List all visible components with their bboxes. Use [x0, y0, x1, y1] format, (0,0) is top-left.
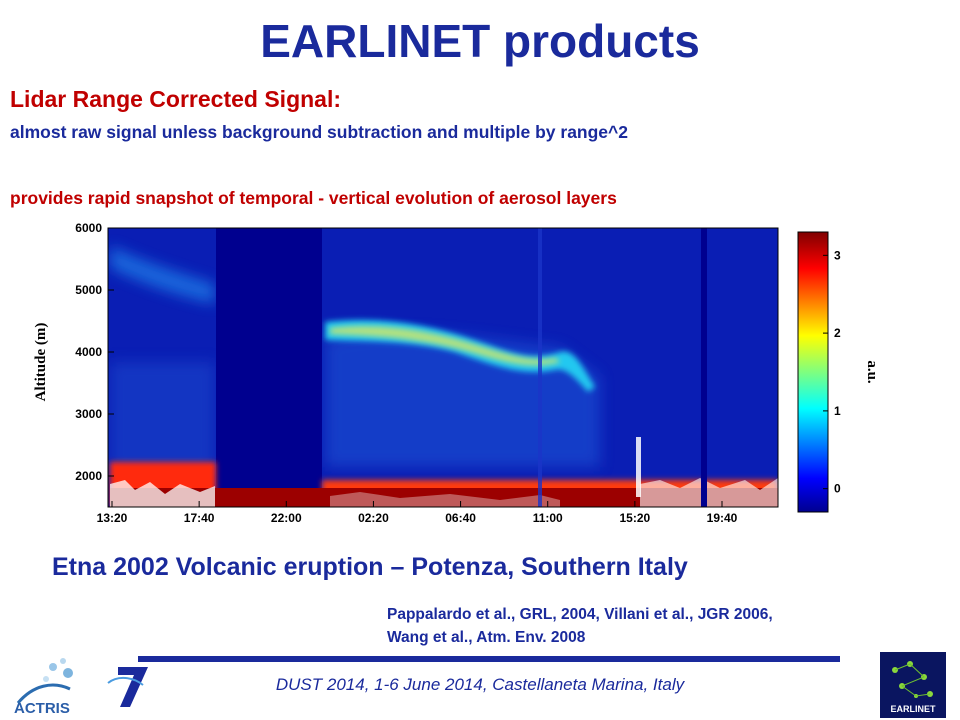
actris-logo-text: ACTRIS: [14, 700, 70, 717]
heatmap-features: [110, 228, 778, 507]
y-tick-label-3: 5000: [75, 283, 102, 297]
colorbar-tick-label-2: 2: [834, 326, 841, 340]
ground-layer-base: [110, 488, 778, 507]
colorbar-tick-label-0: 0: [834, 482, 841, 496]
actris-logo: ACTRIS: [14, 658, 148, 717]
dust-layer-core: [330, 326, 560, 366]
earlinet-logo: EARLINET: [880, 652, 946, 718]
x-tick-label-6: 15:20: [620, 511, 651, 525]
y-tick-label-4: 6000: [75, 221, 102, 235]
upper-aerosol-layer: [110, 246, 215, 304]
reference-line-1: Pappalardo et al., GRL, 2004, Villani et…: [387, 606, 773, 623]
x-tick-label-1: 17:40: [184, 511, 215, 525]
x-axis: 13:20 17:40 22:00 02:20 06:40 11:00 15:20 19:40: [97, 501, 738, 525]
earlinet-logo-text: EARLINET: [891, 704, 937, 714]
y-tick-label-2: 4000: [75, 345, 102, 359]
y-axis-label: Altitude (m): [33, 323, 49, 402]
reference-line-2: Wang et al., Atm. Env. 2008: [387, 629, 586, 646]
saturated-pixels-left: [110, 480, 215, 507]
heatmap-plot-area: [107, 227, 779, 508]
section-subheading: Lidar Range Corrected Signal:: [10, 86, 342, 112]
elevated-dust-layer: [325, 320, 595, 392]
x-tick-label-0: 13:20: [97, 511, 128, 525]
x-tick-label-3: 02:20: [358, 511, 389, 525]
page-title: EARLINET products: [260, 15, 700, 67]
footer-conference: DUST 2014, 1-6 June 2014, Castellaneta M…: [275, 675, 685, 694]
y-tick-label-0: 2000: [75, 469, 102, 483]
colorbar: 0 1 2 3 a.u.: [797, 231, 880, 513]
no-data-strip: [701, 228, 707, 507]
colorbar-label: a.u.: [864, 360, 880, 384]
no-data-gap: [216, 228, 322, 507]
vertical-streak: [538, 228, 542, 507]
figure-caption: Etna 2002 Volcanic eruption – Potenza, S…: [52, 553, 688, 581]
colorbar-ticks: 0 1 2 3: [823, 248, 841, 496]
x-tick-label-7: 19:40: [707, 511, 738, 525]
description-line-1: almost raw signal unless background subt…: [10, 122, 628, 142]
description-line-2: provides rapid snapshot of temporal - ve…: [10, 188, 617, 208]
colorbar-tick-label-1: 1: [834, 404, 841, 418]
plot-frame: [107, 227, 779, 508]
left-aerosol-haze: [110, 362, 215, 472]
lidar-heatmap-figure: 2000 3000 4000 5000 6000 13:20 17:40 22:00 02:2…: [33, 221, 880, 525]
colorbar-gradient: [797, 231, 829, 513]
y-tick-label-1: 3000: [75, 407, 102, 421]
cloud-spike: [636, 437, 641, 497]
y-axis: 2000 3000 4000 5000 6000: [75, 221, 114, 483]
saturated-pixels-right: [640, 478, 778, 507]
x-tick-label-2: 22:00: [271, 511, 302, 525]
x-tick-label-5: 11:00: [533, 511, 563, 525]
saturated-pixels-middle: [330, 492, 560, 507]
footer-rule: [138, 656, 840, 662]
x-tick-label-4: 06:40: [445, 511, 476, 525]
references: Pappalardo et al., GRL, 2004, Villani et…: [387, 603, 773, 649]
colorbar-tick-label-3: 3: [834, 248, 841, 262]
